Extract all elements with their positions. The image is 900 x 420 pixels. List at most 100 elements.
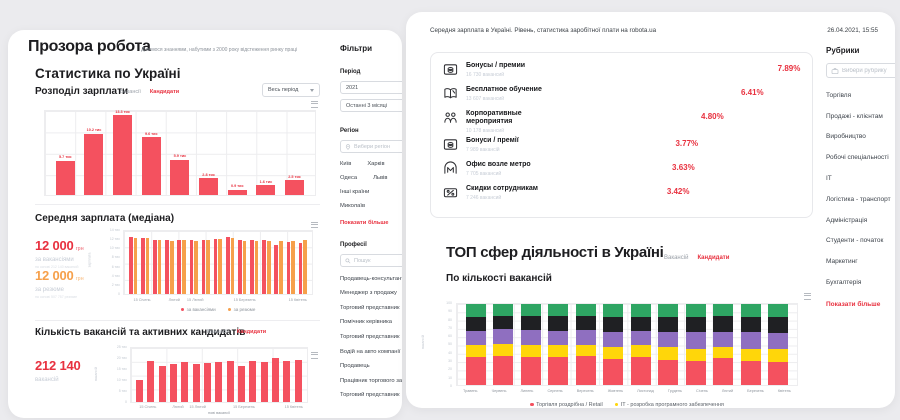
chart-menu-icon[interactable] [311, 101, 318, 108]
chart-menu-icon[interactable] [804, 293, 811, 300]
y-tick: 5 тис [118, 389, 127, 393]
rubric-item[interactable]: Торгівля [826, 91, 852, 99]
tab-vacancies[interactable]: Вакансії [120, 89, 141, 95]
rubric-item[interactable]: Продажі - клієнтам [826, 112, 883, 120]
professions-label: Професії [340, 242, 367, 248]
profession-item[interactable]: Продавець-консультант [340, 275, 402, 282]
x-tick: 15 Січень [139, 405, 157, 409]
salary-bar: 2.5 тис [285, 175, 305, 195]
profession-item[interactable]: Торговий представник [340, 333, 400, 340]
median-bar [206, 240, 210, 294]
profession-item[interactable]: Торговий представник [340, 304, 400, 311]
rubric-item[interactable]: Бухгалтерія [826, 278, 862, 286]
region-item[interactable]: Харків [367, 161, 385, 167]
rubric-item[interactable]: Логістика - транспорт [826, 195, 891, 203]
vacancies-y-axis-label: вакансій [93, 367, 98, 381]
median-bar [133, 237, 138, 294]
rubric-item[interactable]: Студенти - початок [826, 237, 884, 245]
median-bar [274, 244, 279, 294]
tab-candidates[interactable]: Кандидати [697, 255, 730, 261]
median-bar [291, 240, 295, 294]
top-spheres-chart [456, 303, 798, 386]
vacancies-count-tabs: Вакансії Кандидати [207, 329, 266, 335]
stack-segment [603, 317, 624, 332]
region-item[interactable]: Миколаїв [340, 203, 366, 209]
profession-item[interactable]: Помічник керівника [340, 319, 393, 326]
tab-candidates[interactable]: Кандидати [236, 329, 267, 335]
x-tick: 15 Квітень [288, 298, 307, 302]
legend-swatch [180, 307, 185, 311]
chart-menu-icon[interactable] [311, 352, 318, 359]
median-bar [303, 240, 307, 294]
vacancies-total-stat: 212 140 вакансій [35, 358, 81, 383]
professions-search[interactable] [340, 254, 402, 267]
profession-item[interactable]: Працівник торгового залу [340, 377, 402, 384]
rubrics-search-input[interactable] [842, 67, 893, 74]
filters-sidebar: Фільтри Період 2021 Останні 3 місяці Рег… [340, 44, 402, 398]
range-select[interactable]: Останні 3 місяці [340, 99, 402, 112]
benefit-row: Скидки сотрудникам 7 246 вакансий 3.42% [443, 185, 800, 206]
stacked-bar [713, 304, 734, 385]
show-more-regions-link[interactable]: Показати більше [340, 220, 389, 226]
bar-value-label: 5.7 тис [59, 155, 72, 160]
rubric-item[interactable]: Виробництво [826, 133, 866, 141]
region-item[interactable]: Київ [340, 161, 352, 167]
profession-item[interactable]: Торговий представник [340, 392, 400, 399]
benefit-text: Корпоративные мероприятия 10 178 вакансий [466, 110, 554, 134]
stacked-bar [740, 304, 761, 385]
profession-item[interactable]: Водій на авто компанії [340, 348, 401, 355]
stack-segment [520, 316, 541, 330]
section-title-statistics: Статистика по Україні [35, 66, 181, 81]
median-bar [194, 240, 198, 294]
bar-value-label: 10.2 тис [86, 128, 102, 133]
rubric-item[interactable]: Робочі спеціальності [826, 154, 889, 162]
year-select[interactable]: 2021 [340, 81, 402, 94]
median-bar [298, 242, 303, 294]
x-tick: 15 Лютий [186, 298, 204, 302]
rubric-item[interactable]: ІТ [826, 174, 832, 182]
profession-item[interactable]: Менеджер з продажу [340, 290, 397, 297]
profession-item[interactable]: Продавець [340, 363, 370, 370]
bar-value-label: 0.9 тис [230, 184, 244, 189]
region-search-input[interactable] [354, 143, 402, 150]
tab-vacancies[interactable]: Вакансії [207, 329, 228, 335]
show-more-rubrics-link[interactable]: Показати більше [826, 300, 881, 308]
vacancies-bar [136, 380, 144, 402]
benefit-percent: 3.42% [666, 187, 690, 197]
rubrics-search[interactable] [826, 63, 895, 78]
bar-pair [298, 231, 307, 294]
salary-bar: 2.8 тис [199, 173, 219, 195]
region-search[interactable] [340, 140, 402, 153]
region-item[interactable]: Одеса [340, 175, 358, 181]
benefit-row: Бонусы / премии 16 730 вакансий 7.89% [443, 62, 800, 83]
benefit-text: Скидки сотрудникам 7 246 вакансий [466, 185, 538, 201]
tab-candidates[interactable]: Кандидати [149, 89, 180, 95]
top-spheres-title: ТОП сфер діяльності в Україні [446, 244, 664, 261]
period-dropdown[interactable]: Весь період [262, 83, 320, 97]
rubric-item[interactable]: Адміністрація [826, 216, 868, 224]
report-header-title: Середня зарплата в Україні. Рівень, стат… [430, 27, 657, 34]
stacked-bar [603, 304, 624, 385]
benefit-row: Корпоративные мероприятия 10 178 вакансий… [443, 110, 800, 134]
period-label: Період [340, 69, 361, 75]
benefit-count: 13 607 вакансий [466, 95, 504, 102]
vacancies-bar [283, 360, 291, 402]
y-tick: 0 [125, 400, 127, 404]
region-item[interactable]: Львів [373, 175, 388, 181]
filters-heading: Фільтри [340, 44, 373, 53]
median-bar [169, 240, 174, 294]
tab-vacancies[interactable]: Вакансій [664, 255, 689, 261]
professions-search-input[interactable] [354, 257, 402, 264]
median-bar [230, 238, 235, 294]
chart-menu-icon[interactable] [311, 221, 318, 228]
discount-icon [443, 185, 458, 200]
stack-segment [685, 332, 706, 349]
y-tick: 40 [448, 350, 452, 355]
page-subtitle: Ділимося знаннями, набутими з 2000 року … [141, 47, 298, 53]
region-item[interactable]: Інші країни [340, 189, 370, 195]
top-spheres-y-axis-label: вакансій [420, 335, 425, 349]
y-tick: 8 тис [111, 255, 120, 260]
median-bar [238, 240, 242, 294]
bar-pair [153, 231, 162, 294]
rubric-item[interactable]: Маркетинг [826, 258, 858, 266]
